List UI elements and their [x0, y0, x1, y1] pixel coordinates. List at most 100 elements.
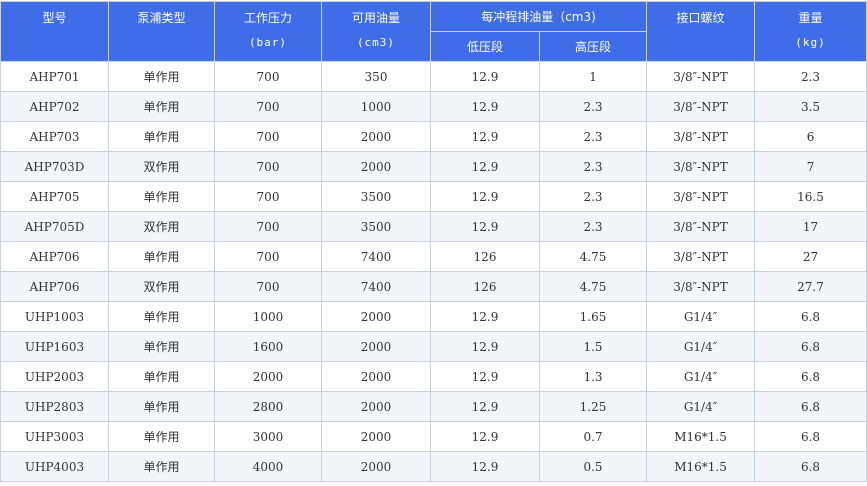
- table-cell: AHP702: [0, 91, 109, 122]
- table-cell: 12.9: [430, 181, 540, 212]
- table-cell: 700: [214, 121, 322, 152]
- table-row: AHP706 双作用 700 7400 126 4.75 3/8″-NPT 27.7: [0, 271, 867, 302]
- table-cell: 2000: [321, 421, 431, 452]
- header-text: 重量: [798, 11, 823, 25]
- table-row: AHP703 单作用 700 2000 12.9 2.3 3/8″-NPT 6: [0, 121, 867, 152]
- table-row: UHP4003 单作用 4000 2000 12.9 0.5 M16*1.5 6.8: [0, 451, 867, 482]
- table-row: UHP2003 单作用 2000 2000 12.9 1.3 G1/4″ 6.8: [0, 361, 867, 392]
- table-cell: 单作用: [108, 121, 215, 152]
- table-cell: 2.3: [538, 211, 648, 242]
- table-cell: 单作用: [108, 61, 215, 92]
- table-cell: 1.5: [538, 331, 648, 362]
- table-cell: 12.9: [430, 91, 540, 122]
- table-cell: 1600: [214, 331, 322, 362]
- table-cell: 单作用: [108, 361, 215, 392]
- table-cell: 0.7: [538, 421, 648, 452]
- table-cell: 7: [754, 151, 867, 182]
- table-cell: 3000: [214, 421, 322, 452]
- table-cell: UHP2003: [0, 361, 109, 392]
- table-cell: AHP701: [0, 61, 109, 92]
- table-cell: 2000: [321, 331, 431, 362]
- header-cell: 每冲程排油量（cm3): [429, 1, 648, 32]
- header-cell: 工作压力 (bar): [214, 1, 322, 62]
- table-cell: 2000: [321, 451, 431, 482]
- table-cell: 单作用: [108, 391, 215, 422]
- table-cell: 126: [430, 241, 540, 272]
- table-cell: AHP706: [0, 241, 109, 272]
- table-cell: 2800: [214, 391, 322, 422]
- table-cell: 3500: [321, 211, 431, 242]
- table-cell: 2000: [321, 361, 431, 392]
- table-row: AHP703D 双作用 700 2000 12.9 2.3 3/8″-NPT 7: [0, 151, 867, 182]
- table-cell: UHP4003: [0, 451, 109, 482]
- table-cell: 1.3: [538, 361, 648, 392]
- table-cell: 单作用: [108, 241, 215, 272]
- table-cell: AHP703D: [0, 151, 109, 182]
- table-cell: M16*1.5: [646, 421, 756, 452]
- table-cell: 350: [321, 61, 431, 92]
- table-cell: 6.8: [754, 331, 867, 362]
- table-cell: 16.5: [754, 181, 867, 212]
- table-cell: 12.9: [430, 121, 540, 152]
- table-cell: 1.25: [538, 391, 648, 422]
- table-cell: 12.9: [430, 331, 540, 362]
- table-cell: AHP705D: [0, 211, 109, 242]
- table-cell: G1/4″: [646, 331, 756, 362]
- table-cell: 2.3: [538, 121, 648, 152]
- table-cell: 700: [214, 61, 322, 92]
- header-text: 低压段: [466, 40, 503, 54]
- table-cell: 12.9: [430, 151, 540, 182]
- table-cell: 双作用: [108, 151, 215, 182]
- header-cell: 低压段: [430, 31, 540, 62]
- table-row: AHP705D 双作用 700 3500 12.9 2.3 3/8″-NPT 17: [0, 211, 867, 242]
- table-cell: 700: [214, 271, 322, 302]
- table-cell: 1000: [321, 91, 431, 122]
- header-cell: 可用油量 (cm3): [321, 1, 431, 62]
- table-cell: AHP703: [0, 121, 109, 152]
- table-cell: 1: [538, 61, 648, 92]
- table-cell: 12.9: [430, 211, 540, 242]
- table-cell: 双作用: [108, 211, 215, 242]
- table-cell: 3/8″-NPT: [646, 151, 756, 182]
- table-cell: 700: [214, 181, 322, 212]
- header-cell: 型号: [0, 1, 109, 62]
- table-cell: 1000: [214, 301, 322, 332]
- table-cell: 3/8″-NPT: [646, 211, 756, 242]
- table-cell: 12.9: [430, 451, 540, 482]
- table-cell: 6.8: [754, 421, 867, 452]
- table-cell: 单作用: [108, 451, 215, 482]
- table-cell: G1/4″: [646, 301, 756, 332]
- header-text: 每冲程排油量（cm3): [481, 10, 596, 24]
- table-row: AHP706 单作用 700 7400 126 4.75 3/8″-NPT 27: [0, 241, 867, 272]
- table-cell: 2000: [321, 151, 431, 182]
- table-cell: 6.8: [754, 361, 867, 392]
- table-cell: 12.9: [430, 391, 540, 422]
- table-cell: 3500: [321, 181, 431, 212]
- table-cell: 2.3: [538, 91, 648, 122]
- table-cell: 2.3: [754, 61, 867, 92]
- table-cell: 单作用: [108, 91, 215, 122]
- table-cell: UHP2803: [0, 391, 109, 422]
- table-body: AHP701 单作用 700 350 12.9 1 3/8″-NPT 2.3 AHP702 单作用…: [0, 61, 867, 482]
- table-row: AHP702 单作用 700 1000 12.9 2.3 3/8″-NPT 3.5: [0, 91, 867, 122]
- table-cell: 6.8: [754, 391, 867, 422]
- header-unit: (kg): [795, 36, 826, 49]
- table-cell: 3/8″-NPT: [646, 181, 756, 212]
- table-cell: 单作用: [108, 331, 215, 362]
- table-cell: 3.5: [754, 91, 867, 122]
- header-text: 高压段: [575, 40, 612, 54]
- table-cell: 3/8″-NPT: [646, 241, 756, 272]
- table-row: AHP701 单作用 700 350 12.9 1 3/8″-NPT 2.3: [0, 61, 867, 92]
- table-cell: 12.9: [430, 301, 540, 332]
- header-cell: 泵浦类型: [108, 1, 215, 62]
- table-cell: G1/4″: [646, 391, 756, 422]
- table-cell: 6: [754, 121, 867, 152]
- table-cell: G1/4″: [646, 361, 756, 392]
- table-cell: 3/8″-NPT: [646, 91, 756, 122]
- header-unit: (cm3): [356, 36, 396, 49]
- table-row: UHP1003 单作用 1000 2000 12.9 1.65 G1/4″ 6.8: [0, 301, 867, 332]
- table-cell: 7400: [321, 271, 431, 302]
- header-cell: 重量 (kg): [754, 1, 867, 62]
